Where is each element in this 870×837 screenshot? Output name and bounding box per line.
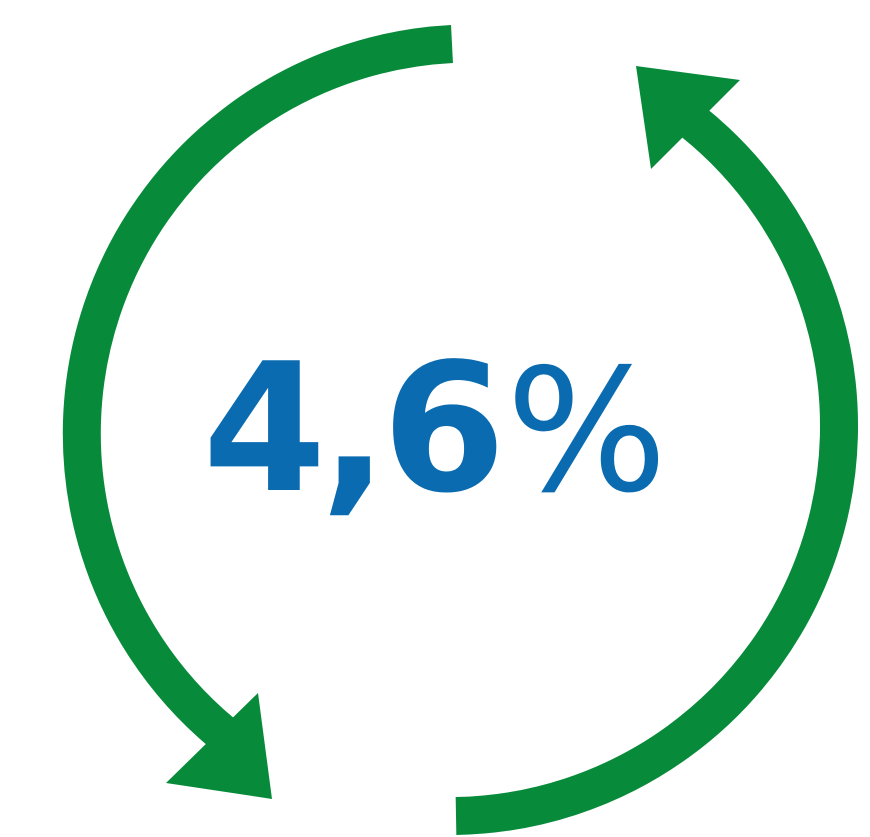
stat-unit: % [505, 333, 668, 531]
left-arrowhead [166, 693, 272, 799]
right-arrow [455, 66, 858, 835]
stat-text: 4,6% [0, 340, 870, 518]
right-arrowhead [636, 66, 740, 169]
right-arrow-arc [455, 106, 858, 835]
stat-value: 4,6 [202, 325, 506, 532]
left-arrow-arc [62, 25, 453, 748]
left-arrow [62, 25, 453, 799]
